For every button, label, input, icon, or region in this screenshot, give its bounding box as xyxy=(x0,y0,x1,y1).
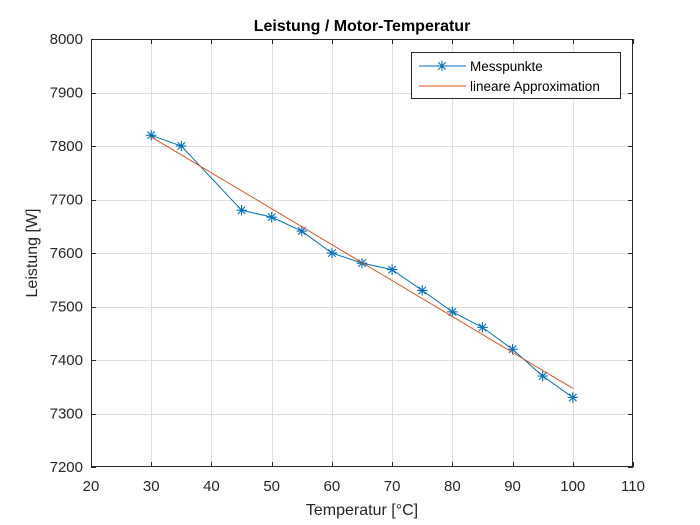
x-tick-label: 20 xyxy=(83,478,100,495)
legend-box xyxy=(411,52,621,99)
x-tick-label: 90 xyxy=(504,478,521,495)
y-axis-label: Leistung [W] xyxy=(24,209,41,298)
y-tick-label: 7900 xyxy=(50,85,83,102)
legend-label: lineare Approximation xyxy=(470,79,600,94)
x-tick-label: 110 xyxy=(621,478,645,495)
y-tick-label: 7500 xyxy=(50,299,83,316)
x-tick-label: 50 xyxy=(263,478,280,495)
x-tick-label: 30 xyxy=(143,478,160,495)
series-line-1 xyxy=(150,136,574,389)
data-point xyxy=(236,205,247,216)
data-point xyxy=(386,264,398,275)
chart-title: Leistung / Motor-Temperatur xyxy=(254,18,471,35)
y-tick-label: 7300 xyxy=(50,406,83,423)
series-layer xyxy=(146,130,578,403)
data-point xyxy=(326,247,338,259)
data-point xyxy=(266,211,277,223)
x-tick-label: 60 xyxy=(324,478,341,495)
x-tick-label: 40 xyxy=(203,478,220,495)
data-point xyxy=(447,306,458,318)
y-tick-label: 7200 xyxy=(50,459,83,476)
data-point xyxy=(477,322,488,333)
legend-marker xyxy=(436,60,448,72)
x-axis-label: Temperatur [°C] xyxy=(306,502,418,519)
data-point xyxy=(176,140,187,152)
data-point xyxy=(507,344,518,355)
legend: Messpunkte lineare Approximation xyxy=(411,52,621,99)
y-tick-label: 8000 xyxy=(50,31,83,48)
x-tick-label: 80 xyxy=(444,478,461,495)
data-point xyxy=(567,392,578,403)
y-tick-label: 7600 xyxy=(50,245,83,262)
data-point xyxy=(417,285,428,296)
x-tick-label: 100 xyxy=(560,478,585,495)
data-point xyxy=(537,370,548,382)
y-tick-label: 7800 xyxy=(50,138,83,155)
grid xyxy=(91,39,633,467)
data-point xyxy=(296,225,307,237)
series-line-0 xyxy=(151,134,574,398)
y-tick-label: 7400 xyxy=(50,352,83,369)
ticks: 20 30 40 50 60 70 80 90 100 110 7200 7300 7400 7500 76… xyxy=(50,31,645,495)
legend-label: Messpunkte xyxy=(470,59,543,74)
y-tick-label: 7700 xyxy=(50,192,83,209)
data-point xyxy=(146,130,157,141)
x-tick-label: 70 xyxy=(384,478,401,495)
